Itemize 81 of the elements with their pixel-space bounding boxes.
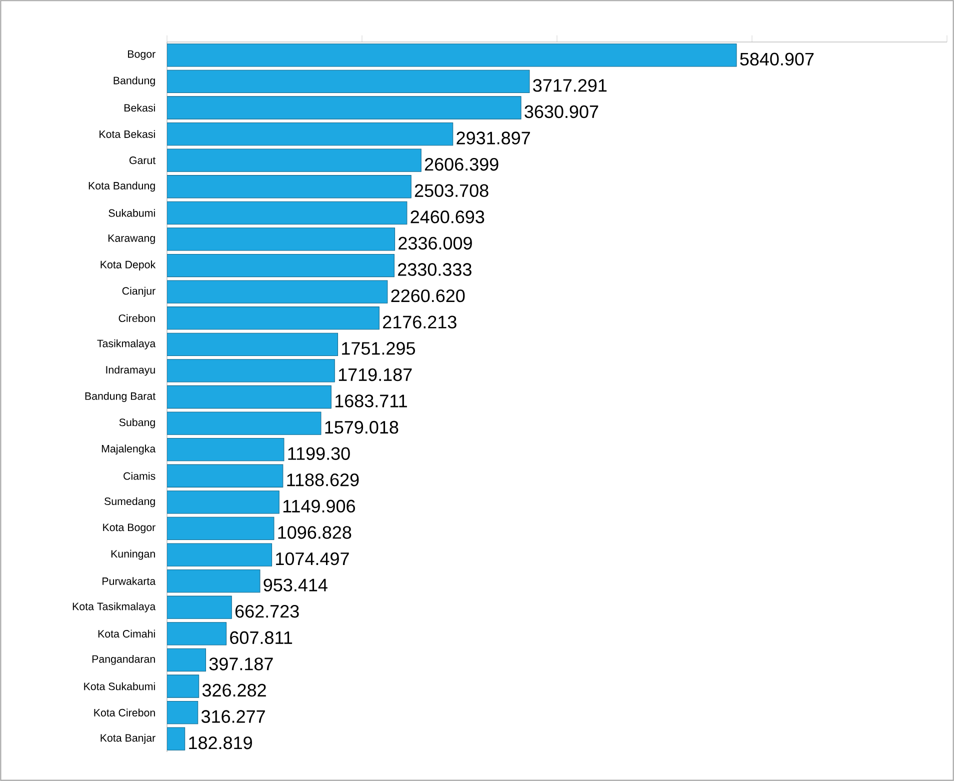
y-tick-label: Bekasi (124, 104, 155, 112)
bar (167, 385, 332, 409)
y-tick-label: Kota Cimahi (98, 630, 155, 638)
data-label: 1149.906 (283, 500, 355, 513)
data-label: 397.187 (209, 658, 273, 670)
data-label: 1074.497 (276, 552, 349, 566)
data-label: 1188.629 (287, 474, 359, 486)
y-tick-label: Cirebon (118, 314, 155, 322)
data-label: 2336.009 (398, 236, 472, 250)
y-tick-label: Garut (129, 156, 156, 164)
data-label: 1199.30 (288, 447, 350, 460)
data-label: 1579.018 (325, 420, 398, 434)
data-label: 182.819 (189, 736, 252, 750)
y-tick-label: Bandung Barat (85, 392, 156, 402)
y-tick-label: Karawang (108, 234, 155, 244)
bar (167, 44, 737, 67)
y-tick-label: Tasikmalaya (97, 339, 156, 350)
bar (167, 569, 260, 593)
data-label: 2260.620 (391, 289, 465, 302)
data-label: 316.277 (201, 710, 265, 723)
bar (167, 175, 412, 198)
bar (167, 228, 396, 251)
data-label: 2460.693 (410, 210, 484, 224)
data-label: 662.723 (235, 604, 299, 618)
data-label: 1096.828 (278, 526, 352, 539)
y-tick-label: Bandung (114, 76, 155, 86)
y-tick-label: Sumedang (104, 497, 155, 508)
data-label: 953.414 (264, 578, 328, 592)
bar (167, 280, 388, 304)
y-tick-label: Ciamis (124, 472, 156, 480)
y-tick-label: Kota Sukabumi (84, 682, 155, 690)
data-label: 2503.708 (414, 184, 488, 197)
y-tick-label: Majalengka (102, 444, 156, 455)
bar (167, 516, 274, 540)
bar (167, 543, 272, 566)
data-label: 3717.291 (533, 79, 607, 92)
bar (167, 438, 284, 462)
y-tick-label: Indramayu (106, 366, 155, 376)
bar (167, 412, 322, 435)
y-tick-label: Kota Tasikmalaya (72, 602, 156, 612)
bar (167, 596, 232, 619)
y-tick-label: Kota Bogor (103, 524, 156, 534)
bar (167, 359, 335, 382)
y-tick-label: Cianjur (122, 286, 156, 297)
data-label: 326.282 (202, 684, 266, 697)
data-label: 2606.399 (424, 158, 498, 171)
y-tick-label: Purwakarta (102, 577, 156, 585)
bar (167, 148, 422, 172)
y-tick-label: Kota Banjar (100, 734, 156, 744)
bar (167, 306, 380, 330)
y-tick-label: Kuningan (111, 550, 155, 560)
data-label: 3630.907 (524, 105, 598, 118)
y-tick-label: Kota Depok (100, 260, 156, 270)
bar (167, 622, 227, 646)
data-label: 1719.187 (338, 368, 412, 382)
bar (167, 122, 454, 146)
bar (167, 700, 198, 724)
bar (167, 70, 530, 94)
data-label: 607.811 (230, 631, 292, 644)
y-tick-label: Kota Bandung (88, 182, 155, 192)
y-tick-label: Kota Bekasi (100, 130, 155, 138)
data-label: 1751.295 (342, 342, 415, 355)
y-tick-label: Sukabumi (108, 209, 155, 217)
bar (167, 332, 338, 356)
bar (167, 254, 394, 278)
bar (167, 201, 408, 224)
bar (167, 490, 280, 514)
data-label: 2330.333 (398, 263, 472, 276)
bar (167, 727, 186, 750)
y-tick-label: Bogor (128, 50, 156, 60)
bar (167, 96, 522, 120)
data-label: 5840.907 (740, 52, 814, 66)
y-tick-label: Kota Cirebon (94, 708, 155, 716)
bar (167, 464, 284, 488)
data-label: 2931.897 (456, 132, 530, 144)
bar (167, 674, 200, 698)
y-tick-label: Pangandaran (92, 654, 155, 665)
data-label: 2176.213 (383, 316, 456, 328)
bar (167, 648, 206, 672)
y-tick-label: Subang (119, 418, 155, 428)
data-label: 1683.711 (335, 394, 407, 408)
